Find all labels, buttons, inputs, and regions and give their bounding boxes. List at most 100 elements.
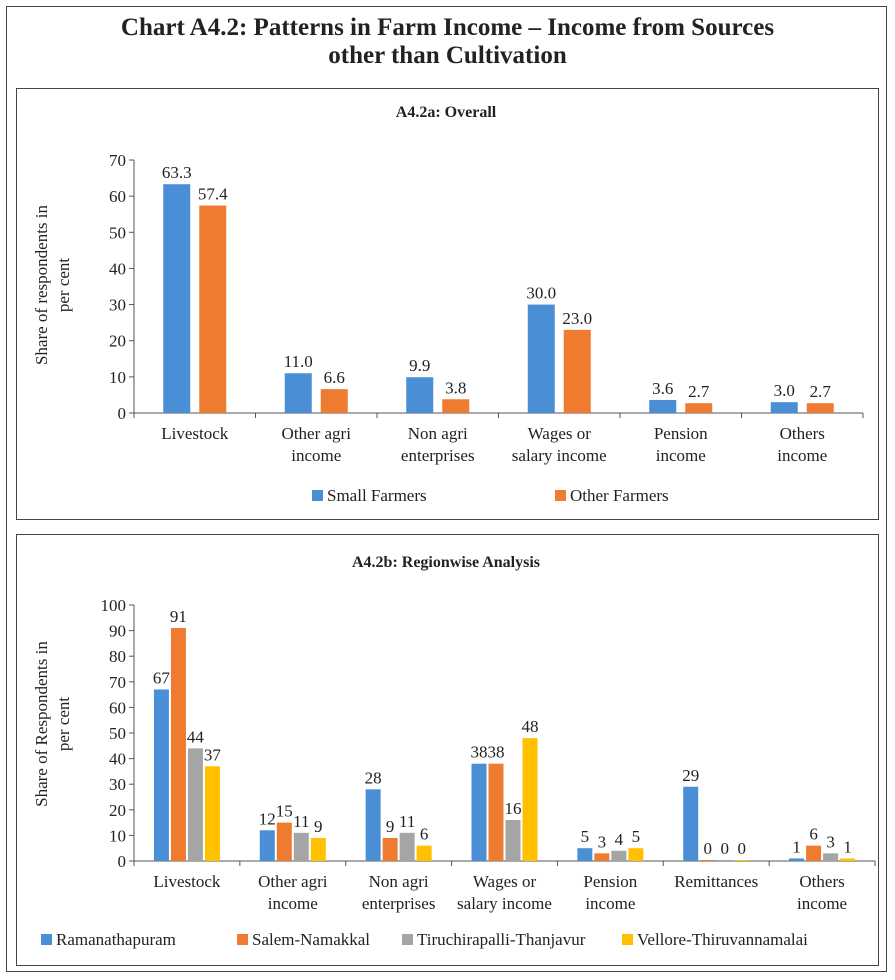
bar — [399, 832, 415, 861]
y-tick-label: 50 — [109, 724, 126, 743]
regionwise-bar-chart: A4.2b: Regionwise Analysis Share of Respo… — [32, 554, 876, 949]
bar — [284, 373, 312, 413]
legend-label: Small Farmers — [327, 486, 427, 505]
y-tick-label: 80 — [109, 647, 126, 666]
y-tick-label: 20 — [109, 332, 126, 351]
bar — [406, 377, 434, 413]
bar — [840, 858, 856, 861]
bar — [522, 738, 538, 861]
legend-swatch — [402, 934, 413, 945]
bar — [685, 403, 713, 413]
data-label: 38 — [471, 743, 488, 762]
legend-label: Other Farmers — [570, 486, 669, 505]
x-tick-label: Pension — [654, 424, 708, 443]
data-label: 3.8 — [445, 378, 466, 397]
y-tick-label: 40 — [109, 750, 126, 769]
y-tick-label: 60 — [109, 698, 126, 717]
bar — [649, 399, 677, 413]
y-axis-label: per cent — [54, 697, 73, 752]
data-label: 3 — [598, 832, 607, 851]
chart-title: A4.2a: Overall — [396, 104, 497, 121]
data-label: 63.3 — [162, 163, 192, 182]
bar — [382, 837, 398, 861]
data-label: 11 — [293, 812, 309, 831]
data-label: 0 — [703, 839, 712, 858]
bar — [563, 329, 591, 413]
chart-title: A4.2b: Regionwise Analysis — [352, 554, 540, 571]
x-tick-label: Wages or — [528, 424, 592, 443]
data-label: 57.4 — [198, 185, 228, 204]
data-label: 12 — [259, 809, 276, 828]
data-label: 23.0 — [562, 309, 592, 328]
legend-label: Salem-Namakkal — [252, 930, 370, 949]
x-tick-label: income — [797, 894, 847, 913]
y-tick-label: 10 — [109, 826, 126, 845]
data-label: 6 — [809, 825, 818, 844]
x-tick-label: Livestock — [153, 872, 221, 891]
legend-swatch — [555, 490, 566, 501]
bar — [683, 786, 699, 861]
data-label: 2.7 — [810, 382, 832, 401]
data-label: 1 — [843, 837, 852, 856]
data-label: 37 — [204, 745, 222, 764]
bar — [199, 205, 227, 413]
bar — [442, 399, 470, 413]
legend-label: Ramanathapuram — [56, 930, 176, 949]
bar — [488, 763, 504, 861]
bar — [611, 850, 627, 861]
legend-label: Vellore-Thiruvannamalai — [637, 930, 808, 949]
legend-label: Tiruchirapalli-Thanjavur — [417, 930, 586, 949]
data-label: 11.0 — [284, 352, 313, 371]
data-label: 3.0 — [774, 381, 795, 400]
x-tick-label: Other agri — [282, 424, 352, 443]
x-tick-label: income — [268, 894, 318, 913]
x-tick-label: Wages or — [473, 872, 537, 891]
bar — [806, 845, 822, 861]
bar — [416, 845, 432, 861]
data-label: 3 — [826, 832, 835, 851]
bar — [153, 689, 169, 861]
y-tick-label: 30 — [109, 296, 126, 315]
legend-swatch — [312, 490, 323, 501]
y-tick-label: 40 — [109, 259, 126, 278]
x-tick-label: income — [656, 446, 706, 465]
bar — [276, 822, 292, 861]
data-label: 67 — [153, 668, 171, 687]
page-title: Chart A4.2: Patterns in Farm Income – In… — [0, 14, 895, 70]
data-label: 44 — [187, 727, 205, 746]
bar — [806, 403, 834, 413]
bar — [170, 628, 186, 861]
bar — [471, 763, 487, 861]
data-label: 16 — [505, 799, 522, 818]
x-tick-label: Non agri — [408, 424, 468, 443]
bar — [789, 858, 805, 861]
bar — [717, 860, 733, 861]
data-label: 5 — [632, 827, 641, 846]
y-tick-label: 70 — [109, 673, 126, 692]
y-tick-label: 20 — [109, 801, 126, 820]
overall-bar-chart: A4.2a: Overall Share of respondents in per… — [32, 104, 864, 505]
legend-swatch — [41, 934, 52, 945]
bar — [700, 860, 716, 861]
chart-frame — [6, 6, 887, 972]
x-tick-label: salary income — [512, 446, 607, 465]
x-tick-label: income — [777, 446, 827, 465]
y-tick-label: 100 — [101, 596, 127, 615]
bar — [204, 766, 220, 861]
data-label: 38 — [488, 743, 505, 762]
x-tick-label: enterprises — [401, 446, 475, 465]
data-label: 48 — [522, 717, 539, 736]
bar — [823, 853, 839, 861]
x-tick-label: Livestock — [161, 424, 229, 443]
data-label: 5 — [581, 827, 590, 846]
page-title-line-2: other than Cultivation — [328, 42, 567, 69]
data-label: 2.7 — [688, 382, 710, 401]
data-label: 6.6 — [324, 368, 345, 387]
bar — [187, 748, 203, 861]
bar — [577, 848, 593, 861]
data-label: 29 — [682, 766, 699, 785]
y-tick-label: 0 — [118, 404, 127, 423]
data-label: 15 — [276, 802, 293, 821]
data-label: 9 — [314, 817, 323, 836]
y-tick-label: 90 — [109, 622, 126, 641]
